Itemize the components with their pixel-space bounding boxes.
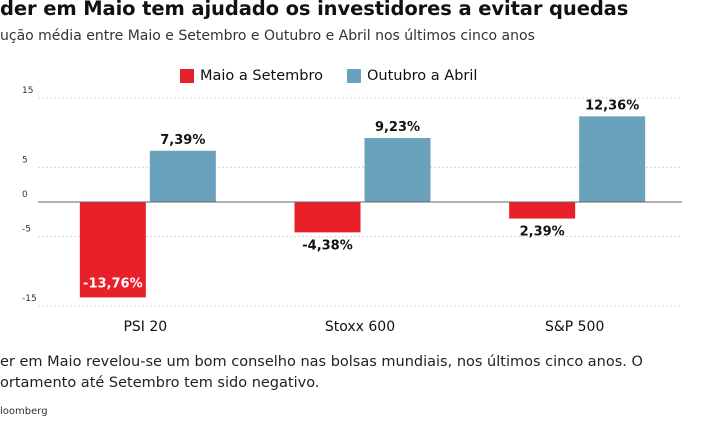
x-tick-label: PSI 20 [123, 319, 167, 335]
legend-label-may-sep: Maio a Setembro [200, 68, 323, 84]
data-label: 2,39% [520, 225, 565, 240]
y-tick-label: 0 [22, 190, 28, 200]
data-label: 7,39% [160, 133, 205, 148]
bar [79, 202, 146, 298]
legend-swatch-oct-apr [346, 69, 361, 83]
x-tick-label: Stoxx 600 [325, 319, 395, 335]
legend-item-may-sep: Maio a Setembro [180, 68, 323, 84]
data-label: -13,76% [83, 276, 143, 291]
footnote: er em Maio revelou-se um bom conselho na… [0, 352, 722, 394]
y-tick-label: 15 [22, 86, 33, 96]
legend-label-oct-apr: Outubro a Abril [366, 68, 478, 84]
data-label: 9,23% [375, 120, 420, 135]
data-label: -4,38% [302, 238, 353, 253]
bar [579, 116, 646, 202]
bar-chart: 15 5 0 -5 -15 -13,76% 7,39% PSI 20 -4,38% 9,23% St… [22, 86, 682, 335]
y-tick-label: -5 [22, 225, 31, 235]
source-label: loomberg [0, 406, 48, 417]
legend-swatch-may-sep [180, 69, 194, 83]
x-tick-label: S&P 500 [545, 319, 604, 335]
bar [294, 202, 361, 233]
legend-item-oct-apr: Outubro a Abril [346, 68, 478, 84]
bar [364, 138, 431, 202]
data-label: 12,36% [585, 98, 639, 113]
bar [509, 202, 576, 219]
chart-title: der em Maio tem ajudado os investidores … [0, 0, 629, 20]
y-tick-label: 5 [22, 155, 28, 165]
y-tick-label: -15 [22, 294, 37, 304]
chart-subtitle: ução média entre Maio e Setembro e Outub… [0, 28, 535, 44]
legend: Maio a Setembro Outubro a Abril [180, 68, 501, 84]
bar [149, 150, 216, 202]
footnote-line-2: ortamento até Setembro tem sido negativo… [0, 375, 320, 391]
footnote-line-1: er em Maio revelou-se um bom conselho na… [0, 354, 643, 370]
